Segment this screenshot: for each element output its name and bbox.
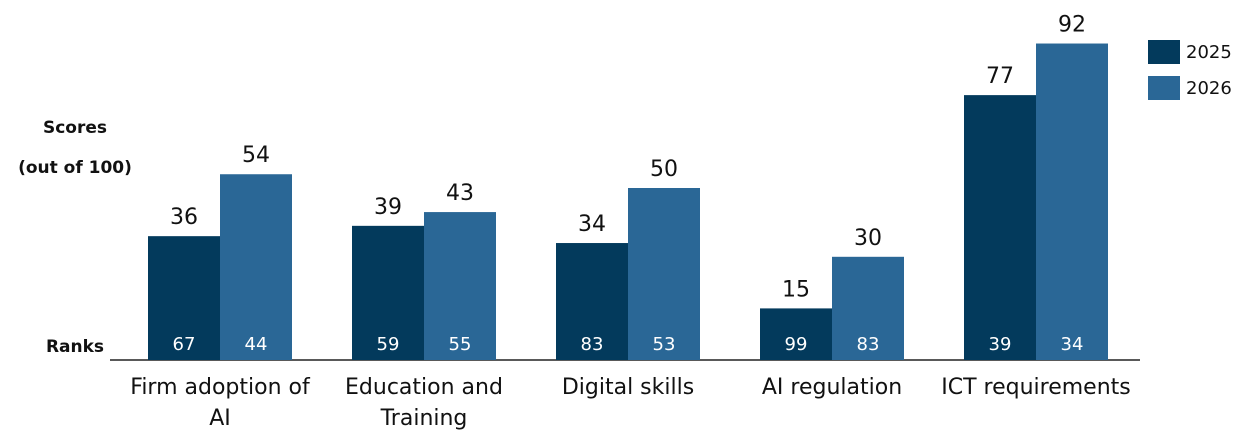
rank-label: 83: [581, 334, 604, 355]
score-unit: (out of 100): [18, 158, 132, 178]
rank-label: 67: [173, 334, 196, 355]
bar: [964, 95, 1036, 361]
bar: [352, 225, 424, 360]
x-tick-label: Firm adoption of AI: [130, 375, 310, 431]
legend-swatch: [1148, 76, 1180, 100]
legend-label: 2025: [1186, 42, 1232, 63]
bar: [148, 236, 220, 360]
value-label: 36: [170, 205, 198, 230]
bar: [220, 174, 292, 360]
value-label: 30: [854, 226, 882, 251]
value-label: 92: [1058, 13, 1086, 38]
x-tick-label: ICT requirements: [941, 375, 1131, 400]
score-label: Scores: [43, 118, 107, 138]
rank-label: 39: [989, 334, 1012, 355]
rank-label: 99: [785, 334, 808, 355]
value-label: 15: [782, 277, 810, 302]
bar: [832, 256, 904, 360]
rank-label: Ranks: [46, 337, 104, 357]
bar: [760, 308, 832, 360]
value-label: 54: [242, 143, 270, 168]
x-tick-label: AI regulation: [761, 375, 903, 400]
x-tick-label: Digital skills: [561, 375, 695, 400]
bar: [628, 188, 700, 360]
value-label: 43: [446, 181, 474, 206]
bar: [556, 243, 628, 360]
bar: [424, 212, 496, 360]
value-label: 34: [578, 212, 606, 237]
legend-swatch: [1148, 40, 1180, 64]
value-label: 77: [986, 64, 1014, 89]
rank-label: 55: [449, 334, 472, 355]
value-label: 50: [650, 157, 678, 182]
legend-label: 2026: [1186, 78, 1232, 99]
rank-label: 83: [857, 334, 880, 355]
x-tick-label: Education and Training: [345, 375, 503, 431]
rank-label: 34: [1061, 334, 1084, 355]
value-label: 39: [374, 195, 402, 220]
bar: [1036, 43, 1108, 361]
rank-label: 59: [377, 334, 400, 355]
rank-label: 44: [245, 334, 268, 355]
rank-label: 53: [653, 334, 676, 355]
